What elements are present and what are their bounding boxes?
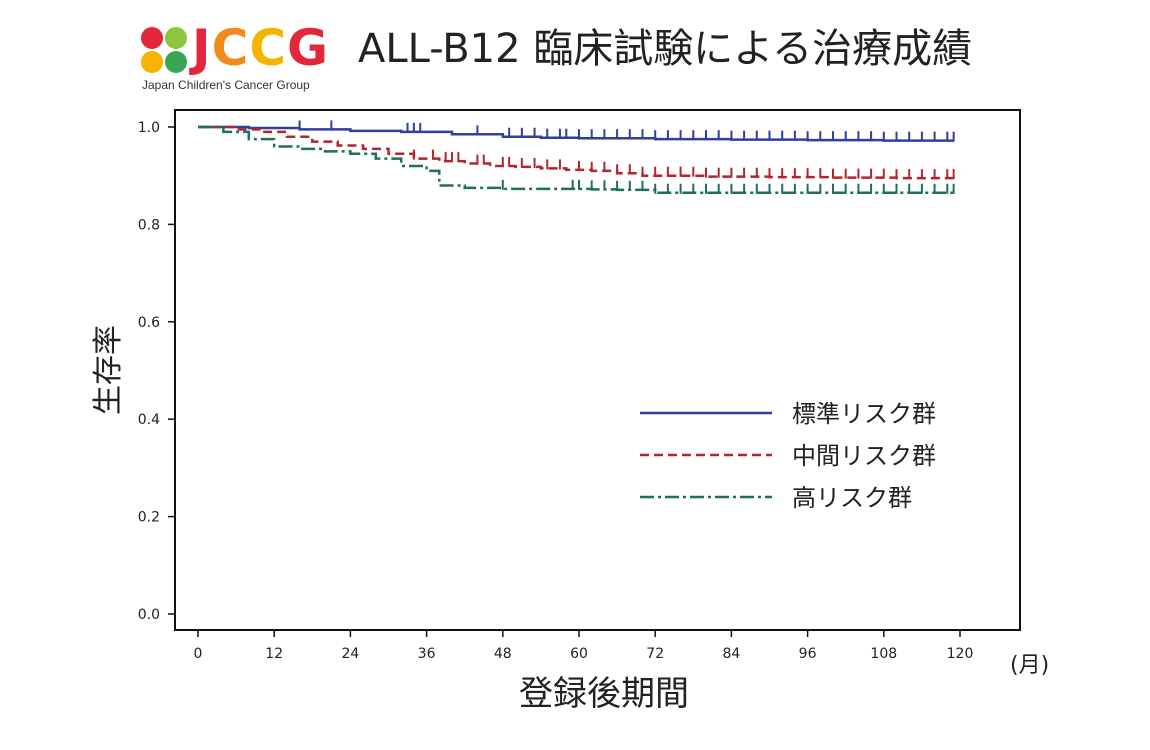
logo-leaf-4 xyxy=(165,51,187,73)
axes-layer: 0.0 0.2 0.4 0.6 0.8 1.0 0 12 24 36 48 60 72 84 96 108 12… xyxy=(138,120,974,662)
series-layer xyxy=(198,120,955,194)
x-tick-label: 0 xyxy=(194,646,203,662)
logo-leaf-2 xyxy=(165,27,187,49)
y-tick-label: 0.2 xyxy=(138,510,160,526)
x-tick-label: 12 xyxy=(265,646,283,662)
y-axis-label: 生存率 xyxy=(91,325,126,415)
series-group xyxy=(198,125,955,194)
logo-leaf-1 xyxy=(141,27,163,49)
x-tick-label: 24 xyxy=(341,646,359,662)
x-tick-label: 72 xyxy=(646,646,664,662)
x-tick-label: 84 xyxy=(722,646,740,662)
x-tick-label: 96 xyxy=(799,646,817,662)
legend-label: 高リスク群 xyxy=(792,484,912,512)
legend-label: 中間リスク群 xyxy=(792,442,936,470)
series-line xyxy=(198,125,954,180)
series-group xyxy=(198,125,955,180)
series-line xyxy=(198,125,954,194)
x-tick-label: 120 xyxy=(947,646,974,662)
logo-leaf-3 xyxy=(141,51,163,73)
x-axis-unit: (月) xyxy=(1010,653,1049,678)
x-tick-label: 108 xyxy=(870,646,897,662)
series-group xyxy=(198,120,955,142)
clover-logo-icon xyxy=(141,27,187,73)
logo-letter: G xyxy=(287,19,330,77)
logo-tagline: Japan Children's Cancer Group xyxy=(142,78,310,92)
y-tick-label: 0.0 xyxy=(138,607,160,623)
y-tick-label: 0.6 xyxy=(138,315,160,331)
x-axis-label: 登録後期間 xyxy=(519,674,689,714)
logo-letter: C xyxy=(211,19,250,77)
logo-letter: J xyxy=(192,19,212,77)
plot-frame xyxy=(174,109,1021,631)
header: JCCG Japan Children's Cancer Group ALL-B… xyxy=(140,18,1060,98)
x-tick-label: 36 xyxy=(418,646,436,662)
y-tick-label: 0.4 xyxy=(138,412,160,428)
logo-letter: C xyxy=(249,19,288,77)
page-title: ALL-B12 臨床試験による治療成績 xyxy=(358,26,973,72)
x-tick-label: 60 xyxy=(570,646,588,662)
x-tick-label: 48 xyxy=(494,646,512,662)
legend-label: 標準リスク群 xyxy=(792,400,936,428)
y-tick-label: 1.0 xyxy=(138,120,160,136)
series-line xyxy=(198,125,954,142)
y-tick-label: 0.8 xyxy=(138,217,160,233)
logo-wordmark: JCCG xyxy=(192,18,329,78)
